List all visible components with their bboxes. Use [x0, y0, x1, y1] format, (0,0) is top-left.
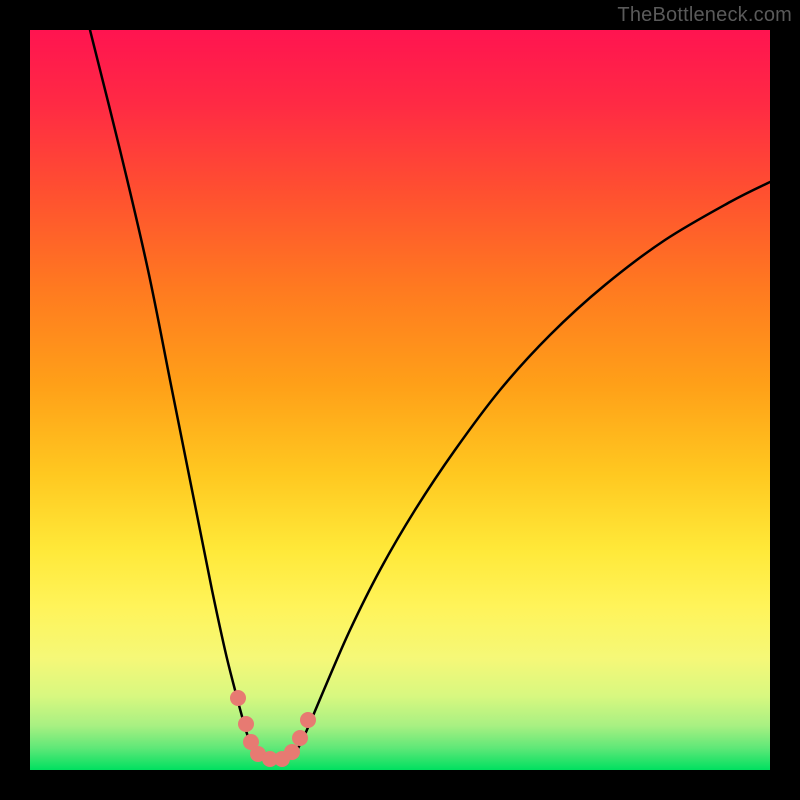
- marker-point: [284, 744, 300, 760]
- watermark-text: TheBottleneck.com: [617, 4, 792, 27]
- curve-right-branch: [294, 182, 770, 756]
- marker-point: [300, 712, 316, 728]
- marker-point: [292, 730, 308, 746]
- plot-area: [30, 30, 770, 770]
- curve-layer: [30, 30, 770, 770]
- chart-frame: TheBottleneck.com: [0, 0, 800, 800]
- curve-left-branch: [90, 30, 256, 756]
- marker-point: [230, 690, 246, 706]
- marker-point: [238, 716, 254, 732]
